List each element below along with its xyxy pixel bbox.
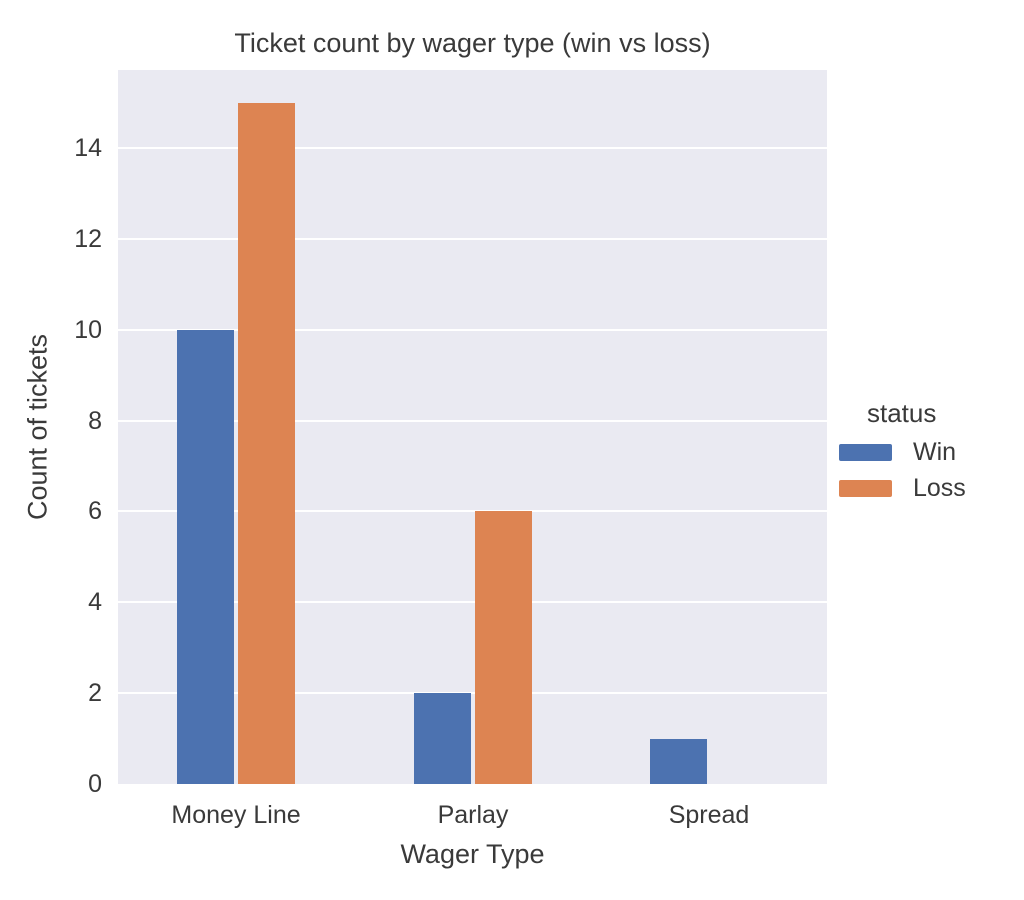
bar-loss-parlay: [475, 511, 532, 784]
y-tick-label-0: 0: [88, 770, 102, 798]
gridline-y-2: [118, 692, 827, 695]
x-tick-label-spread: Spread: [668, 801, 750, 829]
legend-title: status: [867, 398, 937, 428]
x-tick-label-money-line: Money Line: [171, 801, 301, 829]
bar-win-money-line: [177, 330, 234, 784]
legend-label-win: Win: [913, 438, 957, 466]
gridline-y-10: [118, 328, 827, 331]
y-tick-label-4: 4: [88, 588, 102, 616]
bar-win-parlay: [414, 693, 471, 784]
bar-loss-money-line: [238, 103, 295, 784]
y-tick-label-12: 12: [74, 225, 102, 253]
y-tick-label-10: 10: [74, 316, 102, 344]
gridline-y-6: [118, 510, 827, 513]
legend-items: Win Loss: [839, 438, 1019, 502]
y-tick-label-14: 14: [74, 134, 102, 162]
legend: status Win Loss: [839, 398, 1019, 512]
legend-row-loss: Loss: [839, 474, 1019, 502]
legend-swatch-win: [839, 444, 892, 461]
bar-win-spread: [650, 739, 707, 784]
gridline-y-12: [118, 237, 827, 240]
y-tick-label-2: 2: [88, 679, 102, 707]
legend-row-win: Win: [839, 438, 1019, 466]
legend-swatch-loss: [839, 480, 892, 497]
legend-label-loss: Loss: [913, 474, 966, 502]
x-tick-label-parlay: Parlay: [437, 801, 509, 829]
gridline-y-4: [118, 601, 827, 604]
chart-title: Ticket count by wager type (win vs loss): [234, 28, 711, 58]
gridline-y-8: [118, 419, 827, 422]
x-axis-label: Wager Type: [400, 839, 545, 869]
y-tick-label-6: 6: [88, 497, 102, 525]
gridline-y-14: [118, 147, 827, 150]
y-tick-label-8: 8: [88, 407, 102, 435]
plot-area: [118, 70, 827, 784]
